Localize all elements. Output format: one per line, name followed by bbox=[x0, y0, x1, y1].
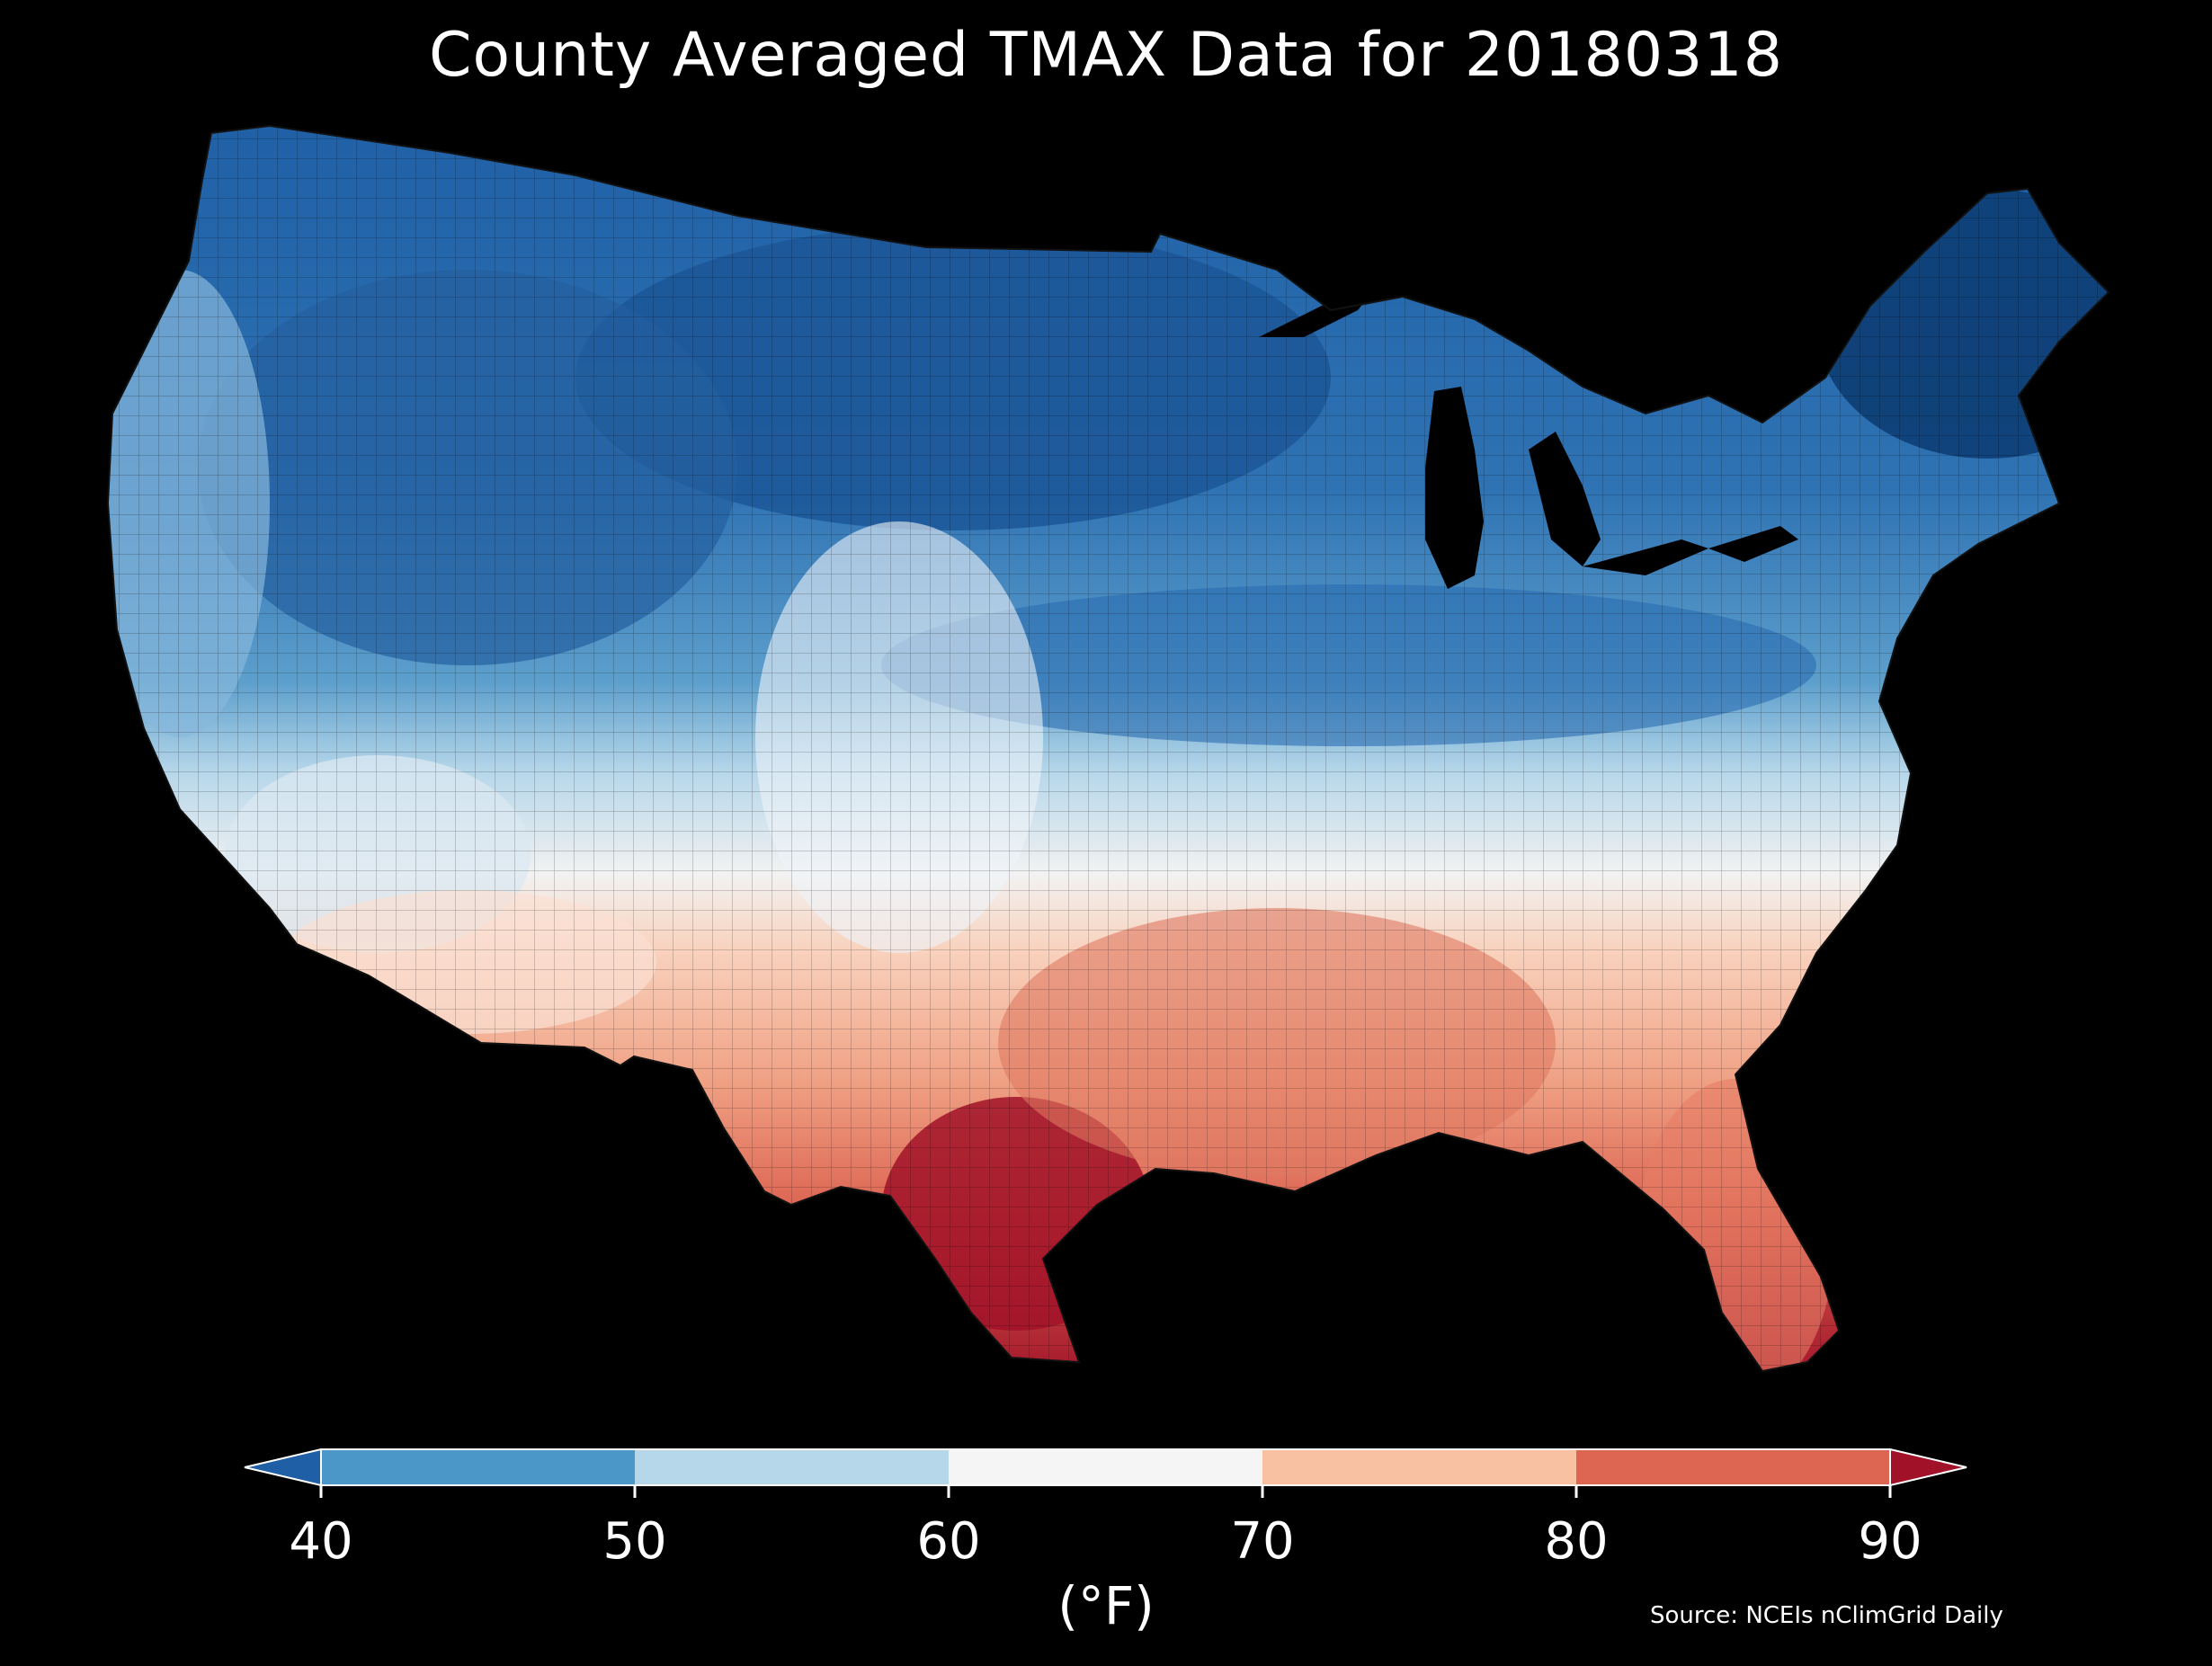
colorbar-tick-label: 40 bbox=[289, 1512, 353, 1571]
colorbar-tick-label: 50 bbox=[602, 1512, 667, 1571]
us-outline bbox=[106, 124, 2110, 1373]
colorbar-under-arrow bbox=[244, 1448, 322, 1487]
colorbar-bin-50-60 bbox=[635, 1449, 949, 1485]
source-credit: Source: NCEIs nClimGrid Daily bbox=[1650, 1602, 2003, 1629]
colorbar-tick-label: 70 bbox=[1230, 1512, 1295, 1571]
map-title: County Averaged TMAX Data for 20180318 bbox=[429, 20, 1783, 91]
colorbar-bin-80-90 bbox=[1576, 1449, 1890, 1485]
colorbar-bin-70-80 bbox=[1262, 1449, 1576, 1485]
colorbar-tick-label: 90 bbox=[1858, 1512, 1922, 1571]
colorbar bbox=[244, 1448, 1967, 1498]
colorbar-bin-60-70 bbox=[949, 1449, 1262, 1485]
colorbar-tick-label: 60 bbox=[916, 1512, 981, 1571]
great-lakes bbox=[1259, 288, 1798, 589]
colorbar-over-arrow bbox=[1889, 1448, 1967, 1487]
us-landmass bbox=[108, 126, 2109, 1371]
colorbar-bin-40-50 bbox=[321, 1449, 635, 1485]
colorbar-tick-label: 80 bbox=[1544, 1512, 1609, 1571]
colorbar-unit-label: (°F) bbox=[1057, 1575, 1155, 1636]
